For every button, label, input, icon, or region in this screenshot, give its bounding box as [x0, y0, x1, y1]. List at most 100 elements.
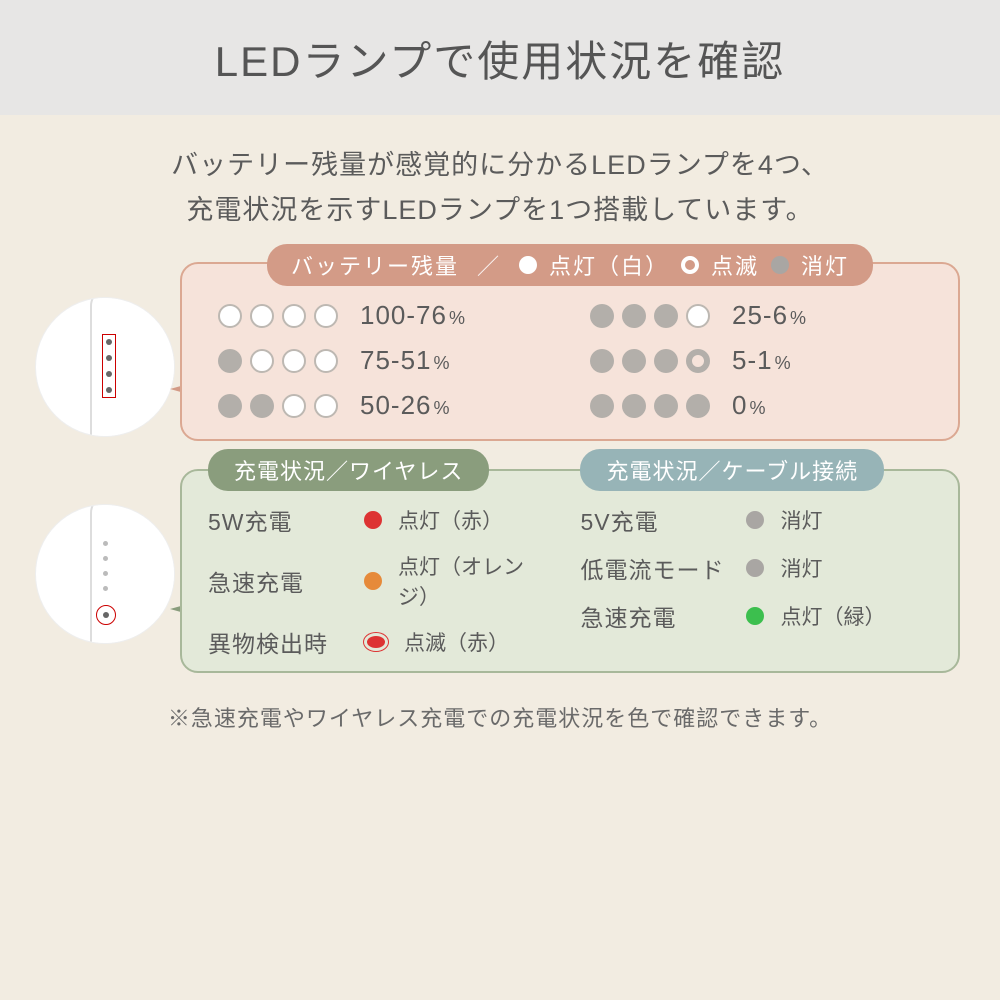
status-dot-icon [367, 636, 385, 648]
led-on-icon [218, 304, 242, 328]
charging-thumb [30, 504, 180, 644]
battery-range: 0% [732, 390, 852, 421]
status-dot-icon [746, 559, 764, 577]
led-group [590, 349, 710, 373]
status-dot-icon [746, 511, 764, 529]
charging-led-highlight [96, 605, 116, 625]
percent-unit: % [434, 353, 451, 373]
legend-blink-icon [681, 256, 699, 274]
battery-row: 5-1% [590, 345, 922, 376]
battery-pill-title: バッテリー残量 [291, 249, 459, 281]
led-on-icon [282, 349, 306, 373]
led-off-icon [590, 304, 614, 328]
led-off-icon [218, 394, 242, 418]
percent-unit: % [790, 308, 807, 328]
led-off-icon [590, 394, 614, 418]
charging-state: 点灯（緑） [780, 601, 885, 631]
battery-pill: バッテリー残量 ／ 点灯（白） 点滅 消灯 [267, 244, 873, 286]
led-on-icon [282, 304, 306, 328]
charging-row: 5V充電 消灯 [580, 503, 942, 537]
battery-thumb [30, 297, 180, 437]
led-group [590, 304, 710, 328]
percent-unit: % [434, 398, 451, 418]
charging-panel: 充電状況／ワイヤレス 5W充電点灯（赤）急速充電点灯（オレンジ）異物検出時点滅（… [180, 469, 960, 673]
pill-separator: ／ [477, 249, 501, 281]
battery-pill-row: バッテリー残量 ／ 点灯（白） 点滅 消灯 [182, 244, 958, 286]
subtitle: バッテリー残量が感覚的に分かるLEDランプを4つ、 充電状況を示すLEDランプを… [0, 115, 1000, 262]
cable-pill: 充電状況／ケーブル接続 [580, 449, 884, 491]
battery-leds-highlight [102, 334, 116, 398]
legend-off-icon [771, 256, 789, 274]
charging-leds-col [103, 541, 108, 591]
battery-section: バッテリー残量 ／ 点灯（白） 点滅 消灯 100-76%25-6%75-51%… [0, 262, 1000, 441]
led-group [218, 349, 338, 373]
subtitle-line-1: バッテリー残量が感覚的に分かるLEDランプを4つ、 [171, 150, 829, 180]
cable-column: 充電状況／ケーブル接続 5V充電消灯低電流モード消灯急速充電点灯（緑） [554, 471, 958, 659]
charging-thumb-circle [35, 504, 175, 644]
led-off-icon [218, 349, 242, 373]
charging-label: 急速充電 [580, 599, 730, 633]
battery-range: 75-51% [360, 345, 480, 376]
battery-row: 50-26% [218, 390, 550, 421]
charging-label: 低電流モード [580, 551, 730, 585]
status-dot-icon [746, 607, 764, 625]
charging-row: 急速充電 点灯（緑） [580, 599, 942, 633]
led-on-icon [314, 304, 338, 328]
charging-state: 点滅（赤） [404, 627, 509, 657]
legend-off-label: 消灯 [801, 249, 849, 281]
charging-label: 5V充電 [580, 503, 730, 537]
charging-row: 異物検出時点滅（赤） [208, 625, 538, 659]
led-group [218, 394, 338, 418]
footnote: ※急速充電やワイヤレス充電での充電状況を色で確認できます。 [0, 701, 1000, 733]
battery-thumb-circle [35, 297, 175, 437]
led-group [590, 394, 710, 418]
wireless-pill: 充電状況／ワイヤレス [208, 449, 489, 491]
led-off-icon [622, 349, 646, 373]
header-bar: LEDランプで使用状況を確認 [0, 0, 1000, 115]
battery-range: 25-6% [732, 300, 852, 331]
charging-label: 急速充電 [208, 564, 348, 598]
wireless-column: 充電状況／ワイヤレス 5W充電点灯（赤）急速充電点灯（オレンジ）異物検出時点滅（… [182, 471, 554, 659]
led-on-icon [282, 394, 306, 418]
battery-range: 50-26% [360, 390, 480, 421]
battery-range: 100-76% [360, 300, 480, 331]
charging-row: 急速充電 点灯（オレンジ） [208, 551, 538, 611]
charging-label: 5W充電 [208, 503, 348, 537]
battery-row: 100-76% [218, 300, 550, 331]
charging-row: 低電流モード消灯 [580, 551, 942, 585]
charging-state: 点灯（オレンジ） [398, 551, 538, 611]
led-on-icon [250, 349, 274, 373]
percent-unit: % [775, 353, 792, 373]
battery-grid: 100-76% 25-6% 75-51% 5-1% 50-26% 0% [182, 300, 958, 421]
led-off-icon [622, 394, 646, 418]
led-off-icon [654, 349, 678, 373]
wireless-list: 5W充電 点灯（赤） 急速充電 点灯（オレンジ） 異物検出時点滅（赤） [208, 503, 538, 659]
legend-on-label: 点灯（白） [549, 249, 669, 281]
charging-state: 点灯（赤） [398, 505, 503, 535]
charging-section: 充電状況／ワイヤレス 5W充電点灯（赤）急速充電点灯（オレンジ）異物検出時点滅（… [0, 469, 1000, 673]
status-dot-icon [364, 572, 382, 590]
battery-range: 5-1% [732, 345, 852, 376]
cable-list: 5V充電 消灯低電流モード消灯急速充電 点灯（緑） [580, 503, 942, 633]
led-on-icon [314, 349, 338, 373]
percent-unit: % [449, 308, 466, 328]
led-off-icon [654, 304, 678, 328]
charging-state: 消灯 [780, 505, 822, 535]
led-off-icon [654, 394, 678, 418]
battery-panel: バッテリー残量 ／ 点灯（白） 点滅 消灯 100-76%25-6%75-51%… [180, 262, 960, 441]
led-off-icon [686, 394, 710, 418]
battery-row: 75-51% [218, 345, 550, 376]
percent-unit: % [749, 398, 766, 418]
legend-on-icon [519, 256, 537, 274]
charging-row: 5W充電 点灯（赤） [208, 503, 538, 537]
battery-row: 0% [590, 390, 922, 421]
led-on-icon [314, 394, 338, 418]
status-dot-icon [364, 511, 382, 529]
subtitle-line-2: 充電状況を示すLEDランプを1つ搭載しています。 [186, 195, 813, 225]
led-blink-icon [686, 349, 710, 373]
led-on-icon [250, 304, 274, 328]
battery-row: 25-6% [590, 300, 922, 331]
legend-blink-label: 点滅 [711, 249, 759, 281]
led-off-icon [590, 349, 614, 373]
page-title: LEDランプで使用状況を確認 [0, 28, 1000, 89]
